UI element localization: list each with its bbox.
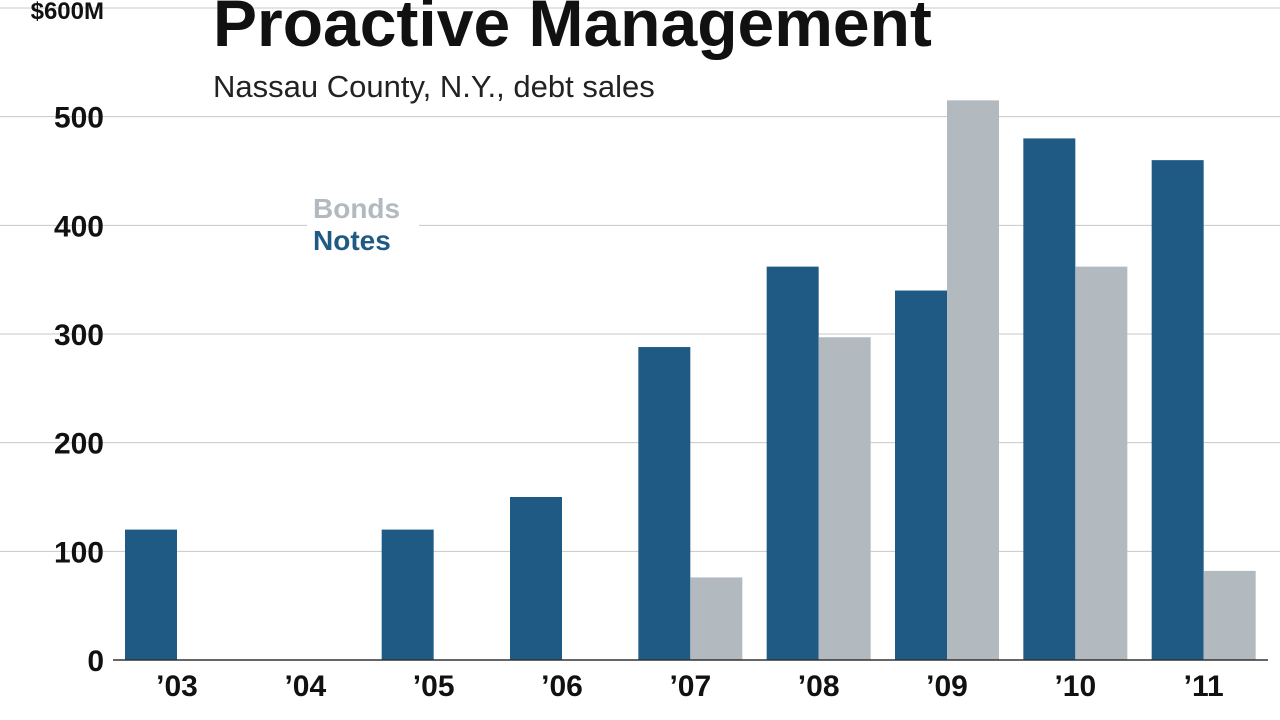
bar-notes-5 [766,266,819,660]
y-tick-label: 200 [54,428,104,461]
bar-notes-6 [895,290,947,660]
bar-bonds-6 [947,100,999,660]
legend-item-notes: Notes [313,225,391,256]
x-tick-label: ’05 [413,670,455,703]
bar-notes-0 [125,529,177,660]
bar-notes-4 [638,347,691,660]
x-tick-label: ’11 [1184,670,1224,703]
legend-item-bonds: Bonds [313,193,400,224]
bar-bonds-7 [1075,266,1128,660]
bar-bonds-8 [1203,570,1256,660]
bar-notes-8 [1151,160,1204,660]
y-tick-label: $600M [31,0,104,25]
legend-bg-notes [307,224,419,256]
y-tick-label: 400 [54,210,104,243]
x-tick-label: ’07 [669,670,711,703]
y-tick-label: 500 [54,102,104,135]
x-tick-label: ’04 [284,670,326,703]
axes: 0 100 200 300 400 500 $600M ’03 ’04 ’05 ’06 ’07 ’08 ’… [31,0,1268,703]
x-tick-label: ’08 [798,670,840,703]
x-tick-label: ’10 [1054,670,1096,703]
x-tick-label: ’09 [926,670,968,703]
x-tick-label: ’03 [156,670,198,703]
bar-notes-2 [381,529,434,660]
bar-bonds-5 [818,337,871,660]
bar-bonds-4 [690,577,743,660]
y-tick-label: 100 [54,536,104,569]
y-tick-label: 0 [87,645,104,678]
bar-notes-7 [1023,138,1076,660]
bars [125,100,1256,660]
legend-bg-bonds [307,192,419,224]
y-tick-label: 300 [54,319,104,352]
bar-notes-3 [510,497,562,660]
chart-title: Proactive Management [213,0,932,60]
x-tick-label: ’06 [541,670,583,703]
chart-subtitle: Nassau County, N.Y., debt sales [213,69,655,104]
